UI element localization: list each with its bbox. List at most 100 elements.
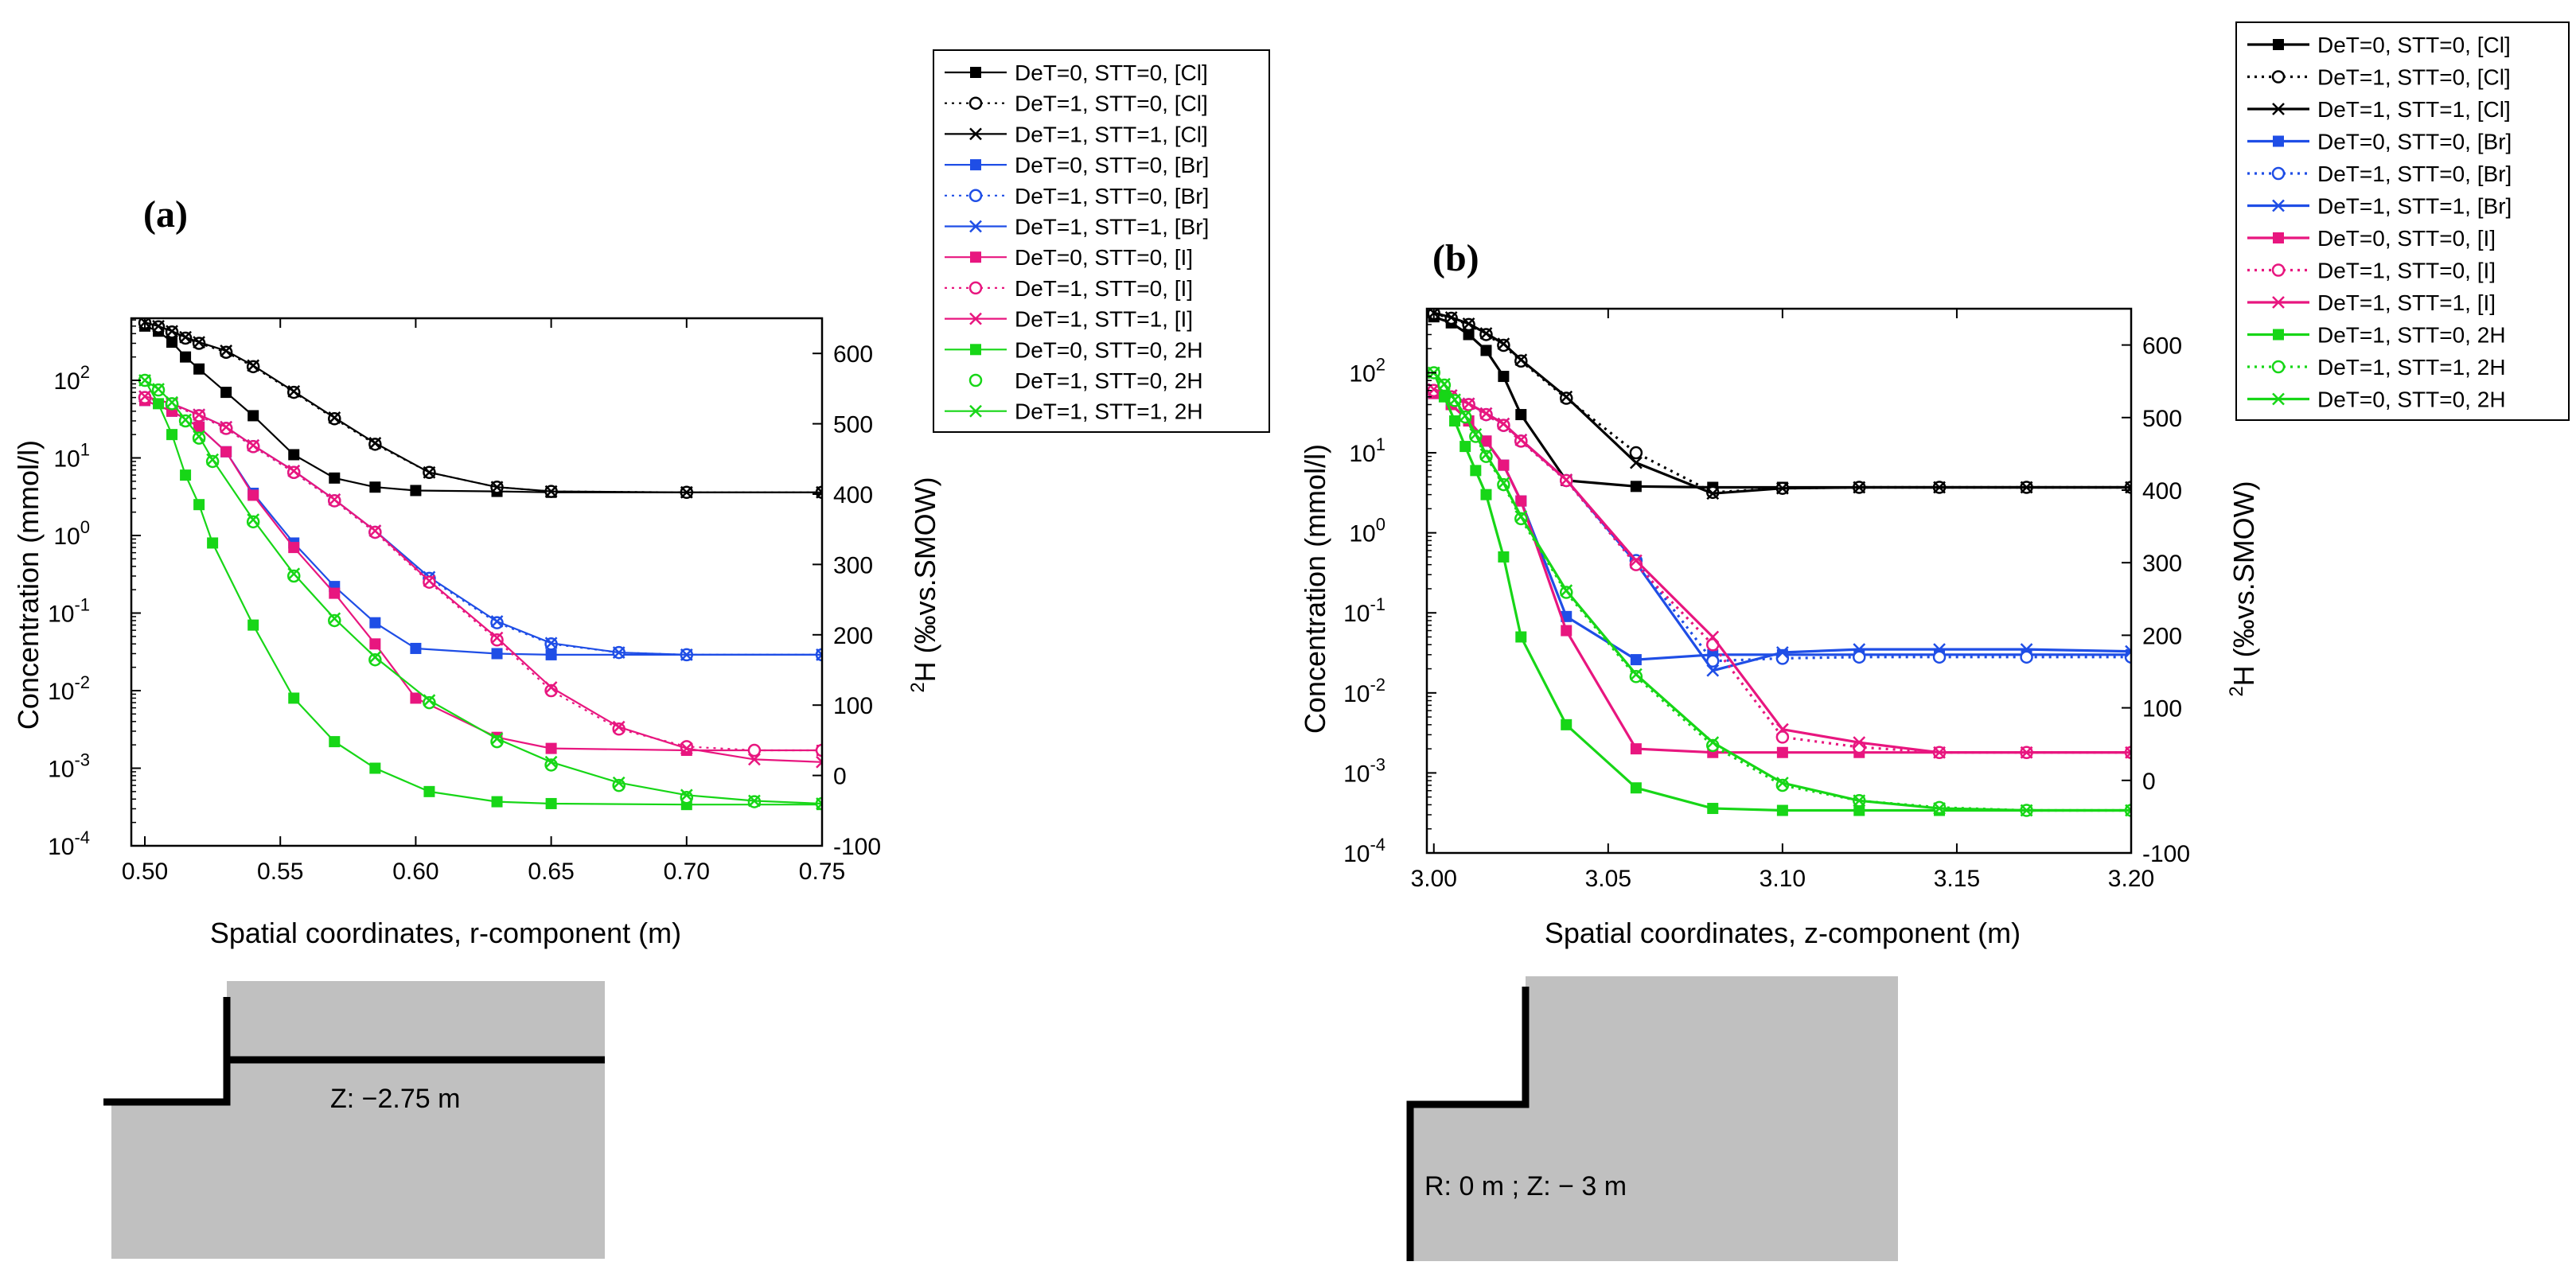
data-point — [747, 743, 762, 757]
data-point — [166, 337, 178, 349]
series-line — [1432, 372, 2131, 812]
legend-entry: DeT=1, STT=1, 2H — [2317, 355, 2506, 380]
y2-tick-label: 100 — [2142, 696, 2182, 722]
data-point — [286, 569, 301, 583]
x-axis-label: Spatial coordinates, r-component (m) — [210, 917, 681, 949]
y2-axis-label-main: H (‰vs.SMOW) — [909, 477, 941, 682]
data-point — [1470, 465, 1482, 477]
y-tick-base: 10 — [1343, 761, 1370, 787]
data-point — [1480, 435, 1492, 447]
data-point — [247, 619, 259, 631]
data-point — [1497, 477, 1510, 489]
y-tick-label: 101 — [53, 440, 90, 473]
legend-frame — [2235, 21, 2570, 421]
y-tick-exponent: -1 — [74, 595, 90, 615]
data-point — [193, 336, 205, 349]
data-point — [287, 385, 301, 398]
data-point — [1775, 722, 1789, 736]
y2-tick-label: 200 — [833, 623, 873, 649]
legend-marker — [2273, 329, 2284, 341]
data-point — [179, 330, 192, 344]
y-tick-exponent: -4 — [74, 827, 90, 847]
data-point — [491, 796, 503, 808]
data-point — [1498, 371, 1510, 383]
data-point — [1630, 782, 1642, 794]
legend-marker — [2272, 392, 2285, 406]
data-point — [287, 567, 301, 581]
y-tick-base: 10 — [48, 602, 74, 628]
data-point — [1853, 643, 1866, 656]
data-point — [1630, 481, 1642, 493]
legend-marker — [2273, 39, 2284, 50]
data-point — [2020, 650, 2033, 664]
geometry-inset-a-label: Z: −2.75 m — [330, 1084, 460, 1114]
data-point — [1775, 481, 1789, 495]
y-tick-label: 100 — [1349, 515, 1385, 547]
data-point — [815, 743, 822, 757]
y-tick-base: 10 — [48, 757, 74, 783]
legend-entry: DeT=1, STT=0, 2H — [2317, 323, 2506, 348]
legend-entry: DeT=1, STT=1, [Cl] — [2317, 97, 2511, 122]
data-point — [1479, 327, 1493, 340]
x-tick-label: 0.70 — [664, 859, 710, 885]
y-tick-label: 10-2 — [1343, 675, 1385, 707]
data-point — [1933, 746, 1946, 759]
data-point — [1561, 625, 1572, 637]
series-line — [144, 399, 822, 752]
legend-entry: DeT=1, STT=1, [Cl] — [1015, 122, 1208, 146]
series-line — [144, 380, 822, 806]
data-point — [410, 692, 422, 704]
data-point — [1514, 510, 1528, 523]
legend-entry: DeT=1, STT=0, [Cl] — [2317, 65, 2511, 90]
legend-entry: DeT=1, STT=0, [I] — [2317, 259, 2496, 283]
data-point — [138, 374, 151, 387]
data-point — [2020, 643, 2033, 656]
chart-a: 0.50 0.55 0.60 0.65 0.70 0.7510-410-310-210-1… — [12, 49, 1270, 949]
data-point — [1459, 441, 1471, 453]
y-tick-base: 10 — [48, 679, 74, 705]
geometry-inset-a-domain — [111, 981, 605, 1259]
y-tick-exponent: 2 — [1376, 354, 1385, 374]
data-point — [220, 446, 232, 458]
legend-entry: DeT=1, STT=0, [Br] — [1015, 184, 1209, 208]
data-point — [1853, 481, 1866, 494]
data-point — [423, 465, 436, 479]
data-point — [2125, 804, 2131, 817]
legend-marker — [2271, 166, 2286, 181]
data-point — [491, 648, 503, 660]
y-tick-exponent: -4 — [1370, 835, 1385, 855]
data-point — [1629, 456, 1643, 469]
panel-a-label: (a) — [143, 193, 188, 236]
series-line — [1432, 392, 2131, 661]
data-point — [1514, 353, 1528, 367]
data-point — [2125, 481, 2131, 494]
y2-tick-label: 300 — [833, 552, 873, 578]
data-point — [1706, 630, 1720, 644]
data-point — [1933, 802, 1946, 815]
data-point — [166, 325, 178, 338]
data-point — [288, 692, 300, 704]
legend-marker — [2272, 296, 2285, 309]
y-tick-base: 10 — [1343, 681, 1370, 707]
data-point — [220, 345, 233, 357]
legend-entry: DeT=0, STT=0, [Br] — [1015, 153, 1209, 177]
series-line — [1432, 372, 2131, 812]
data-point — [612, 776, 625, 789]
legend-entry: DeT=1, STT=1, [Br] — [1015, 215, 1209, 239]
legend-marker — [968, 281, 983, 295]
y-tick-base: 10 — [1349, 360, 1375, 387]
data-point — [193, 421, 205, 433]
data-point — [207, 537, 219, 549]
geometry-inset-a-boundary — [103, 997, 231, 1106]
data-point — [816, 648, 822, 661]
legend-entry: DeT=1, STT=0, [Cl] — [1015, 92, 1208, 116]
data-point — [410, 485, 422, 496]
chart-b: 3.00 3.05 3.10 3.15 3.2010-410-310-210-11001… — [1299, 21, 2570, 949]
data-point — [1498, 551, 1510, 563]
data-point — [288, 542, 300, 554]
data-point — [1630, 743, 1642, 755]
data-point — [193, 430, 205, 443]
legend-entry: DeT=0, STT=0, 2H — [2317, 387, 2506, 412]
geometry-inset-b-domain — [1410, 976, 1898, 1261]
